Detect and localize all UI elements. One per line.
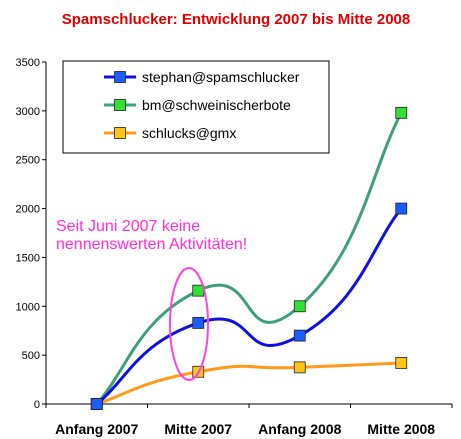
data-point	[395, 357, 408, 369]
legend-marker	[114, 127, 126, 139]
y-tick-label: 1500	[16, 252, 40, 264]
annotation-line-2: nennenswerten Aktivitäten!	[56, 236, 247, 253]
annotation-line-1: Seit Juni 2007 keine	[56, 218, 200, 235]
series-line	[96, 361, 402, 406]
data-point	[192, 284, 205, 297]
data-point	[192, 316, 205, 329]
legend-marker	[114, 71, 126, 83]
y-tick-label: 500	[22, 350, 40, 362]
data-point	[293, 329, 306, 342]
series-lines	[95, 112, 403, 406]
series-line	[95, 112, 403, 406]
x-tick-label: Mitte 2007	[164, 421, 232, 437]
x-tick-label: Mitte 2008	[367, 421, 435, 437]
x-tick-label: Anfang 2008	[258, 421, 341, 437]
data-point	[395, 202, 408, 215]
data-point	[293, 361, 306, 374]
y-tick-label: 2000	[16, 204, 40, 216]
data-point	[293, 300, 306, 313]
legend-marker	[114, 99, 126, 111]
y-tick-label: 3000	[16, 106, 40, 118]
x-tick-label: Anfang 2007	[55, 421, 138, 437]
legend: stephan@spamschlucker bm@schweinischerbot…	[62, 60, 330, 154]
legend-label: stephan@spamschlucker	[142, 69, 300, 85]
highlight-ellipse	[169, 267, 209, 381]
plot-area: 0 500 1000 1500 2000 2500 3000 3500 Anfang 2007 M…	[16, 57, 453, 437]
series-line	[95, 207, 403, 406]
y-tick-label: 0	[34, 399, 40, 411]
chart-title: Spamschlucker: Entwicklung 2007 bis Mitt…	[62, 11, 410, 28]
y-tick-label: 2500	[16, 155, 40, 167]
y-tick-label: 1000	[16, 301, 40, 313]
y-tick-label: 3500	[16, 57, 40, 69]
legend-label: schlucks@gmx	[142, 125, 236, 141]
legend-label: bm@schweinischerbote	[142, 97, 291, 113]
data-point	[395, 106, 408, 119]
data-point	[90, 398, 103, 410]
